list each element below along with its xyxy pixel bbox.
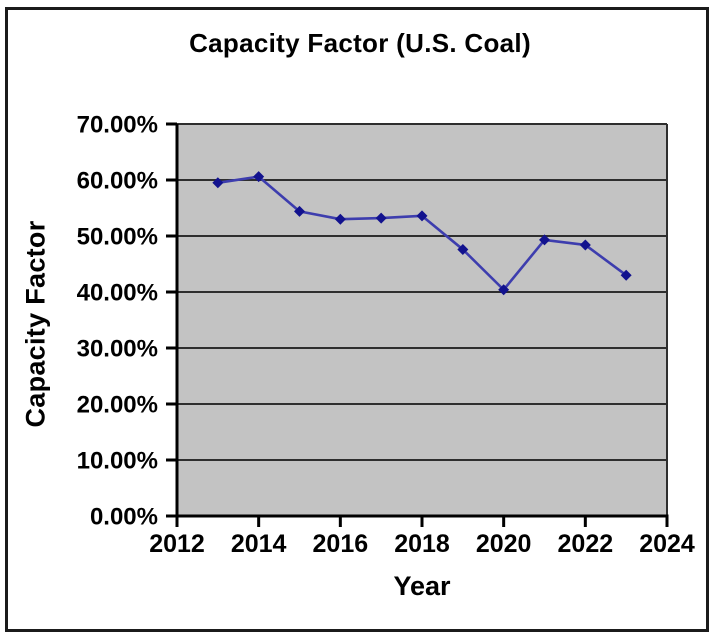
y-tick-label: 0.00% [90, 504, 158, 531]
y-tick-label: 70.00% [77, 112, 158, 139]
x-tick-label: 2024 [639, 530, 695, 558]
data-point-marker [294, 205, 305, 217]
x-tick-label: 2022 [558, 530, 614, 558]
data-point-marker [253, 171, 265, 183]
data-point-marker [579, 239, 591, 251]
x-tick-label: 2014 [231, 530, 287, 558]
y-tick-label: 50.00% [77, 224, 158, 251]
data-point-marker [498, 284, 510, 296]
x-tick-label: 2016 [313, 530, 369, 558]
data-point-marker [620, 269, 632, 281]
y-tick-label: 30.00% [77, 336, 158, 363]
x-tick-label: 2020 [476, 530, 532, 558]
data-point-marker [334, 213, 346, 225]
y-tick-label: 10.00% [77, 448, 158, 475]
data-point-marker [375, 212, 387, 224]
x-tick-label: 2018 [394, 530, 450, 558]
data-point-marker [212, 177, 224, 189]
data-point-marker [457, 243, 469, 255]
x-tick-label: 2012 [149, 530, 205, 558]
y-tick-label: 20.00% [77, 392, 158, 419]
x-axis-title: Year [393, 571, 451, 601]
data-point-marker [416, 210, 428, 222]
chart-border-frame [5, 7, 709, 632]
y-tick-label: 40.00% [77, 280, 158, 307]
plot-area [177, 124, 667, 516]
y-tick-label: 60.00% [77, 168, 158, 195]
chart-title: Capacity Factor (U.S. Coal) [189, 28, 531, 58]
data-point-marker [539, 234, 550, 246]
